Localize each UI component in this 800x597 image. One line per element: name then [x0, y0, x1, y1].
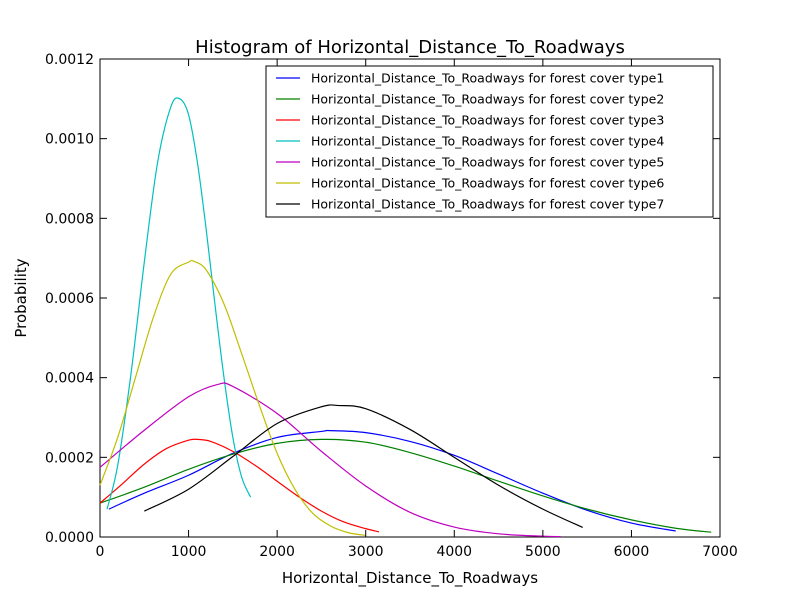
y-tick-label: 0.0006 [45, 291, 94, 307]
legend-label: Horizontal_Distance_To_Roadways for fore… [311, 176, 664, 191]
y-tick-label: 0.0010 [45, 132, 94, 148]
x-tick-label: 3000 [348, 544, 384, 560]
x-tick-label: 6000 [614, 544, 650, 560]
series-layer [99, 97, 712, 538]
x-tick-label: 1000 [171, 544, 207, 560]
series-line-type2 [99, 438, 712, 533]
x-tick-label: 2000 [259, 544, 295, 560]
legend-label: Horizontal_Distance_To_Roadways for fore… [311, 155, 664, 170]
y-tick-label: 0.0004 [45, 371, 94, 387]
series-line-type5 [99, 382, 561, 538]
series-line-type6 [99, 259, 366, 537]
y-tick-label: 0.0008 [45, 211, 94, 227]
series-line-type7 [144, 404, 583, 528]
x-tick-label: 0 [96, 544, 105, 560]
series-line-type4 [106, 97, 252, 510]
legend-label: Horizontal_Distance_To_Roadways for fore… [311, 71, 664, 86]
x-tick-label: 7000 [702, 544, 738, 560]
y-axis-label: Probability [12, 258, 30, 337]
x-tick-label: 5000 [525, 544, 561, 560]
y-tick-label: 0.0012 [45, 52, 94, 68]
legend: Horizontal_Distance_To_Roadways for fore… [265, 65, 714, 218]
legend-box [265, 65, 714, 218]
y-axis-ticks: 0.0000 0.0002 0.0004 0.0006 0.0008 0.0010 0.00… [45, 52, 720, 546]
x-axis-label: Horizontal_Distance_To_Roadways [282, 569, 538, 588]
legend-label: Horizontal_Distance_To_Roadways for fore… [311, 92, 664, 107]
legend-label: Horizontal_Distance_To_Roadways for fore… [311, 134, 664, 149]
y-tick-label: 0.0000 [45, 530, 94, 546]
legend-label: Horizontal_Distance_To_Roadways for fore… [311, 197, 664, 212]
legend-items: Horizontal_Distance_To_Roadways for fore… [276, 71, 664, 212]
x-tick-label: 4000 [436, 544, 472, 560]
y-tick-label: 0.0002 [45, 450, 94, 466]
chart-title: Histogram of Horizontal_Distance_To_Road… [195, 37, 625, 58]
legend-label: Horizontal_Distance_To_Roadways for fore… [311, 113, 664, 128]
x-axis-ticks: 0 1000 2000 3000 4000 5000 6000 7000 [96, 59, 738, 560]
series-line-type3 [99, 438, 380, 533]
